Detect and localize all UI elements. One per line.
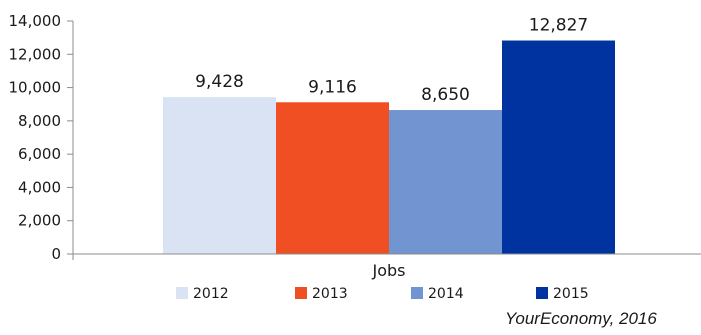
bar-2012 (163, 97, 276, 254)
y-tick-label: 6,000 (18, 145, 61, 163)
legend-swatch-2013 (295, 287, 307, 299)
bar-2015 (502, 40, 615, 255)
y-tick-label: 12,000 (9, 45, 62, 63)
data-label-2012: 9,428 (195, 72, 244, 92)
y-tick-label: 8,000 (18, 112, 61, 130)
y-tick-label: 0 (51, 245, 61, 263)
legend-label-2012: 2012 (193, 286, 229, 302)
data-label-2015: 12,827 (529, 16, 588, 36)
source-note: YourEconomy, 2016 (505, 309, 657, 328)
legend-swatch-2012 (176, 287, 188, 299)
data-label-2013: 9,116 (308, 77, 357, 97)
y-tick-label: 4,000 (18, 178, 61, 196)
legend-swatch-2015 (536, 287, 548, 299)
x-axis: Jobs (72, 253, 701, 280)
y-axis: 0 2,000 4,000 6,000 8,000 10,000 12,000 14,000 (9, 12, 74, 263)
legend-label-2013: 2013 (312, 286, 348, 302)
legend: 2012 2013 2014 2015 (176, 286, 589, 302)
bar-2014 (389, 110, 502, 255)
legend-swatch-2014 (411, 287, 423, 299)
legend-label-2014: 2014 (428, 286, 464, 302)
legend-label-2015: 2015 (553, 286, 589, 302)
y-tick-label: 14,000 (9, 12, 62, 30)
x-category-label: Jobs (372, 261, 406, 280)
bars: 9,428 9,116 8,650 12,827 (163, 16, 615, 255)
data-label-2014: 8,650 (421, 85, 470, 105)
y-tick-label: 2,000 (18, 212, 61, 230)
bar-2013 (276, 102, 389, 254)
y-tick-label: 10,000 (9, 79, 62, 97)
